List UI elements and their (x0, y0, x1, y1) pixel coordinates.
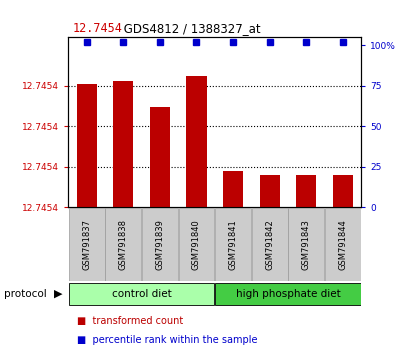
Text: high phosphate diet: high phosphate diet (236, 289, 340, 299)
Text: GSM791842: GSM791842 (265, 219, 274, 270)
Text: ■  percentile rank within the sample: ■ percentile rank within the sample (77, 335, 257, 346)
Text: GSM791838: GSM791838 (119, 219, 128, 270)
Bar (186, 76, 207, 207)
Text: ■  transformed count: ■ transformed count (77, 316, 183, 326)
Text: ▶: ▶ (54, 289, 62, 299)
Bar (288, 208, 324, 281)
Bar (325, 208, 361, 281)
Text: protocol: protocol (4, 289, 47, 299)
Text: GSM791840: GSM791840 (192, 219, 201, 270)
Bar (77, 84, 97, 207)
Bar (69, 282, 215, 305)
Bar (252, 208, 288, 281)
Text: GSM791843: GSM791843 (302, 219, 311, 270)
Bar (150, 107, 170, 207)
Text: GDS4812 / 1388327_at: GDS4812 / 1388327_at (120, 22, 261, 35)
Bar (215, 282, 361, 305)
Text: GSM791839: GSM791839 (155, 219, 164, 270)
Bar (142, 208, 178, 281)
Text: control diet: control diet (112, 289, 171, 299)
Text: GSM791841: GSM791841 (229, 219, 237, 270)
Text: GSM791844: GSM791844 (338, 219, 347, 270)
Bar (69, 208, 105, 281)
Bar (113, 81, 133, 207)
Bar (296, 175, 316, 207)
Text: 12.7454: 12.7454 (73, 22, 122, 35)
Bar (215, 208, 251, 281)
Bar (178, 208, 215, 281)
Bar (259, 175, 280, 207)
Bar (333, 175, 353, 207)
Text: GSM791837: GSM791837 (82, 219, 91, 270)
Bar (223, 171, 243, 207)
Bar (105, 208, 141, 281)
